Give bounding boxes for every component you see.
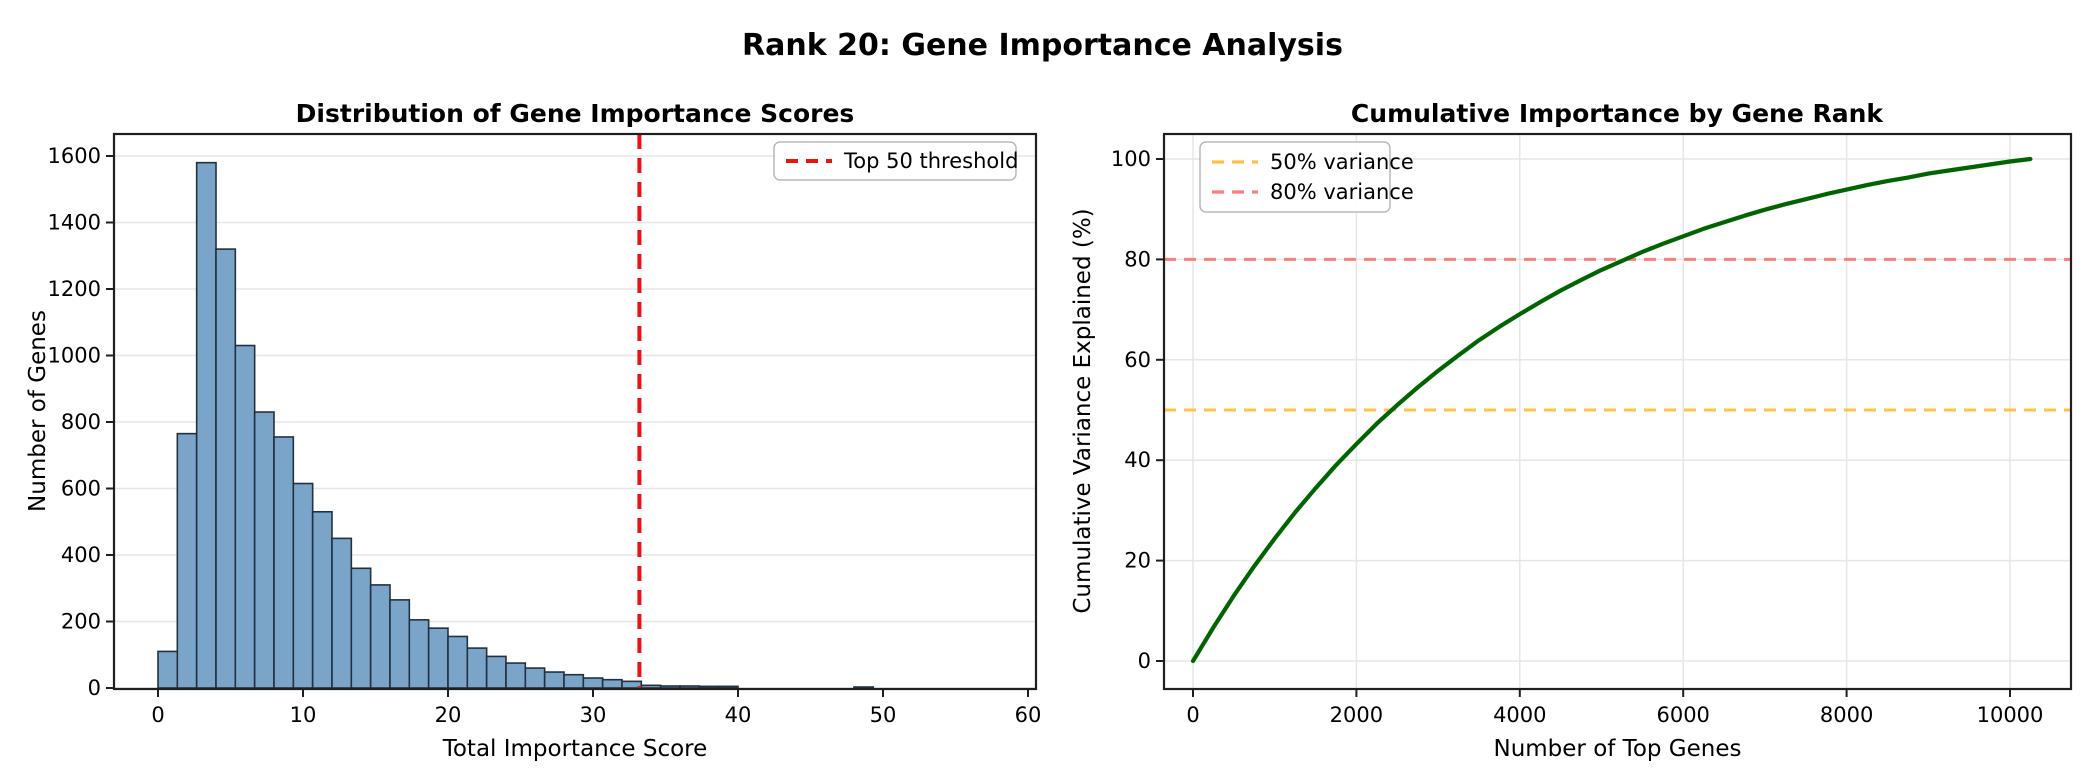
y-axis-label: Cumulative Variance Explained (%) [1070,208,1096,613]
y-tick-label: 20 [1124,549,1151,573]
y-tick-label: 400 [61,543,101,567]
y-axis: 0 200 400 600 800 1000 1200 1400 1600 [48,144,114,700]
histogram-bar [698,685,720,689]
y-tick-label: 800 [61,410,101,434]
cumulative-panel: 0 2000 4000 6000 8000 10000 0 20 40 60 80 100 Cumula… [1070,99,2073,762]
histogram-bar [311,510,333,689]
x-axis-label: Total Importance Score [442,736,708,762]
y-tick-label: 1400 [48,211,101,235]
y-axis-label: Number of Genes [25,310,51,512]
chart-title: Cumulative Importance by Gene Rank [1351,99,1885,128]
y-axis: 0 20 40 60 80 100 [1111,147,1164,673]
histogram-bars [157,161,875,689]
x-tick-label: 0 [151,703,164,727]
y-tick-label: 0 [88,676,101,700]
x-tick-label: 40 [725,703,752,727]
histogram-bar [659,685,681,689]
histogram-bar [253,411,275,689]
chart-title: Distribution of Gene Importance Scores [296,99,855,128]
legend: Top 50 threshold [773,141,1018,181]
histogram-bar [601,678,623,689]
x-axis: 0 10 20 30 40 50 60 [151,689,1041,727]
legend-label: Top 50 threshold [843,149,1018,173]
y-tick-label: 600 [61,477,101,501]
y-tick-label: 1600 [48,144,101,168]
histogram-bar [679,685,701,689]
y-tick-label: 0 [1138,649,1151,673]
x-tick-label: 2000 [1330,703,1383,727]
y-tick-label: 100 [1111,147,1151,171]
histogram-bar [640,684,662,689]
histogram-bar [292,482,314,689]
histogram-bar [350,567,372,689]
plot-border [112,132,1038,691]
x-tick-label: 6000 [1656,703,1709,727]
histogram-bar [176,432,198,689]
histogram-bar [582,677,604,689]
x-tick-label: 20 [435,703,462,727]
histogram-bar [234,344,256,689]
histogram-bar [505,662,527,689]
histogram-bar [215,248,237,689]
histogram-panel: 0 10 20 30 40 50 60020040060080010001200140016… [25,99,1041,762]
histogram-bar [195,161,217,689]
histogram-bar [157,650,179,689]
histogram-bar [853,686,875,689]
histogram-bar [408,619,430,689]
y-tick-label: 1000 [48,344,101,368]
x-tick-label: 10 [290,703,317,727]
plot-border [1162,132,2073,691]
x-tick-label: 8000 [1820,703,1873,727]
histogram-bar [389,599,411,689]
y-tick-label: 40 [1124,448,1151,472]
legend: 50% variance 80% variance [1199,141,1414,213]
x-axis-label: Number of Top Genes [1494,736,1742,762]
cumulative-variance-line [1190,156,2033,664]
x-tick-label: 30 [580,703,607,727]
y-tick-label: 1200 [48,277,101,301]
x-tick-label: 10000 [1977,703,2044,727]
histogram-bar [427,627,449,689]
histogram-bar [273,436,295,689]
y-tick-label: 60 [1124,348,1151,372]
histogram-bar [543,671,565,689]
histogram-bar [717,685,739,689]
y-tick-label: 80 [1124,247,1151,271]
histogram-bar [524,667,546,689]
legend-label: 50% variance [1270,150,1414,174]
histogram-bar [466,647,488,689]
x-tick-label: 50 [870,703,897,727]
legend-label: 80% variance [1270,180,1414,204]
x-tick-label: 0 [1186,703,1199,727]
histogram-bar [485,655,507,689]
x-axis: 0 2000 4000 6000 8000 10000 [1186,689,2043,727]
histogram-bar [369,584,391,689]
histogram-bar [563,673,585,689]
x-tick-label: 4000 [1493,703,1546,727]
histogram-bar [331,537,353,689]
x-tick-label: 60 [1015,703,1042,727]
y-tick-label: 200 [61,610,101,634]
histogram-bar [447,635,469,689]
figure-suptitle: Rank 20: Gene Importance Analysis [742,28,1343,64]
